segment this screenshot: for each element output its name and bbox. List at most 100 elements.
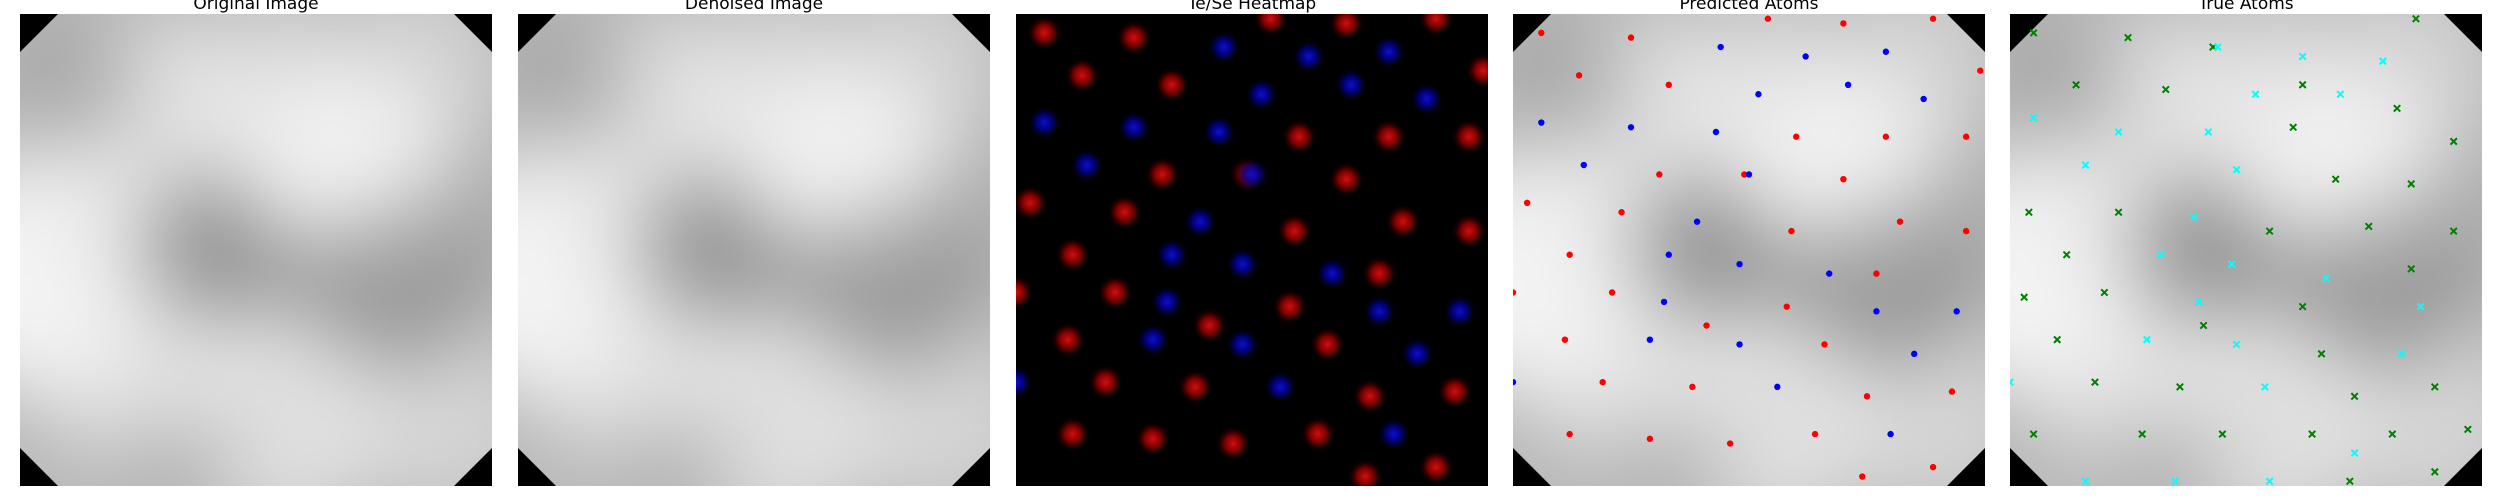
corner-mask [2010, 448, 2048, 486]
predicted-te-atom [1788, 227, 1795, 235]
predicted-se-atom [1774, 383, 1781, 391]
true-se-atom [2397, 349, 2406, 358]
heatmap-se-spot [1371, 34, 1406, 69]
corner-mask [454, 14, 492, 52]
predicted-te-atom [1783, 303, 1790, 310]
heatmap-te-spot [1300, 416, 1337, 453]
predicted-te-atom [1962, 133, 1970, 140]
heatmap-te-spot [1271, 288, 1308, 325]
heatmap-te-spot [1054, 236, 1091, 273]
predicted-se-atom [1665, 251, 1672, 258]
image-texture [2010, 14, 2482, 486]
corner-mask [2444, 14, 2482, 52]
denoised-image [518, 14, 990, 486]
heatmap-te-spot [1016, 274, 1034, 311]
true-se-atom [2336, 90, 2345, 99]
heatmap-te-spot [1465, 52, 1488, 89]
predicted-se-atom [1580, 161, 1587, 169]
heatmap-te-spot [1352, 378, 1388, 415]
true-se-atom [2260, 382, 2269, 391]
true-te-atom [2350, 392, 2359, 401]
heatmap-se-spot [1334, 67, 1369, 102]
true-se-atom [2298, 52, 2307, 61]
predicted-te-atom [1566, 430, 1573, 438]
true-te-atom [2308, 430, 2316, 438]
true-te-atom [2114, 208, 2123, 217]
heatmap-se-spot [1291, 39, 1326, 74]
heatmap-te-spot [1451, 118, 1488, 155]
corner-mask [454, 448, 492, 486]
true-te-atom [2062, 250, 2071, 259]
heatmap-te-spot [1328, 161, 1365, 198]
true-te-atom [2138, 430, 2147, 438]
predicted-te-atom [1840, 20, 1847, 27]
true-te-atom [2289, 123, 2298, 132]
panel-title-original: Original Image [193, 0, 319, 14]
heatmap-te-spot [1087, 364, 1124, 401]
heatmap-se-spot [1442, 294, 1477, 329]
true-se-atom [2142, 335, 2151, 344]
predicted-se-atom [1538, 119, 1545, 126]
texture-blob [341, 14, 492, 142]
true-te-atom [2430, 382, 2439, 391]
predicted-te-atom [1618, 209, 1625, 216]
true-te-atom [2072, 80, 2080, 89]
predicted-atoms-image [1513, 14, 1985, 486]
true-atoms-image [2010, 14, 2482, 486]
heatmap-se-spot [1376, 417, 1411, 452]
image-texture [20, 14, 492, 486]
panel-title-predicted: Predicted Atoms [1679, 0, 1819, 14]
true-te-atom [2463, 425, 2472, 434]
predicted-se-atom [1826, 270, 1833, 277]
heatmap-se-spot [1225, 247, 1260, 282]
corner-mask [2010, 14, 2048, 52]
heatmap-se-spot [1016, 365, 1033, 400]
texture-blob [408, 142, 492, 263]
predicted-te-atom [1811, 430, 1819, 438]
true-te-atom [2100, 288, 2109, 297]
predicted-te-atom [1538, 29, 1545, 37]
heatmap-te-spot [1361, 255, 1398, 292]
predicted-se-atom [1755, 91, 1762, 98]
texture-blob [1513, 14, 1640, 155]
predicted-se-atom [1844, 81, 1852, 89]
true-te-atom [2298, 80, 2307, 89]
corner-mask [20, 14, 58, 52]
heatmap-te-spot [1106, 194, 1143, 231]
true-se-atom [2232, 165, 2241, 174]
true-te-atom [2265, 227, 2274, 236]
predicted-se-atom [1882, 48, 1890, 55]
true-te-atom [2024, 208, 2033, 217]
true-te-atom [2124, 33, 2132, 42]
true-se-atom [2350, 449, 2359, 457]
te-se-heatmap-svg [1016, 14, 1488, 486]
heatmap-te-spot [1418, 449, 1455, 486]
heatmap-se-spot [1225, 327, 1260, 362]
predicted-atoms-svg [1513, 14, 1985, 486]
true-te-atom [2430, 467, 2439, 476]
true-te-atom [2331, 175, 2340, 184]
true-te-atom [2345, 477, 2354, 486]
original-image [20, 14, 492, 486]
predicted-te-atom [1627, 34, 1635, 41]
heatmap-te-spot [1064, 57, 1101, 94]
true-se-atom [2204, 128, 2213, 136]
true-te-atom [2053, 335, 2062, 344]
corner-mask [1947, 448, 1985, 486]
predicted-se-atom [1660, 298, 1668, 306]
true-te-atom [2449, 137, 2458, 146]
texture-blob [1834, 14, 1985, 142]
corner-mask [1513, 14, 1551, 52]
heatmap-te-spot [1215, 425, 1252, 462]
true-se-atom [2190, 213, 2198, 221]
heatmap-se-spot [1150, 284, 1185, 319]
true-se-atom [2265, 477, 2274, 486]
heatmap-se-spot [1409, 81, 1444, 116]
heatmap-te-spot [1451, 213, 1488, 250]
denoised-image-svg [518, 14, 990, 486]
heatmap-se-spot [1201, 115, 1236, 149]
true-te-atom [2020, 293, 2029, 302]
heatmap-te-spot [1370, 118, 1407, 155]
heatmap-se-spot [1235, 157, 1269, 192]
texture-blob [906, 142, 990, 263]
